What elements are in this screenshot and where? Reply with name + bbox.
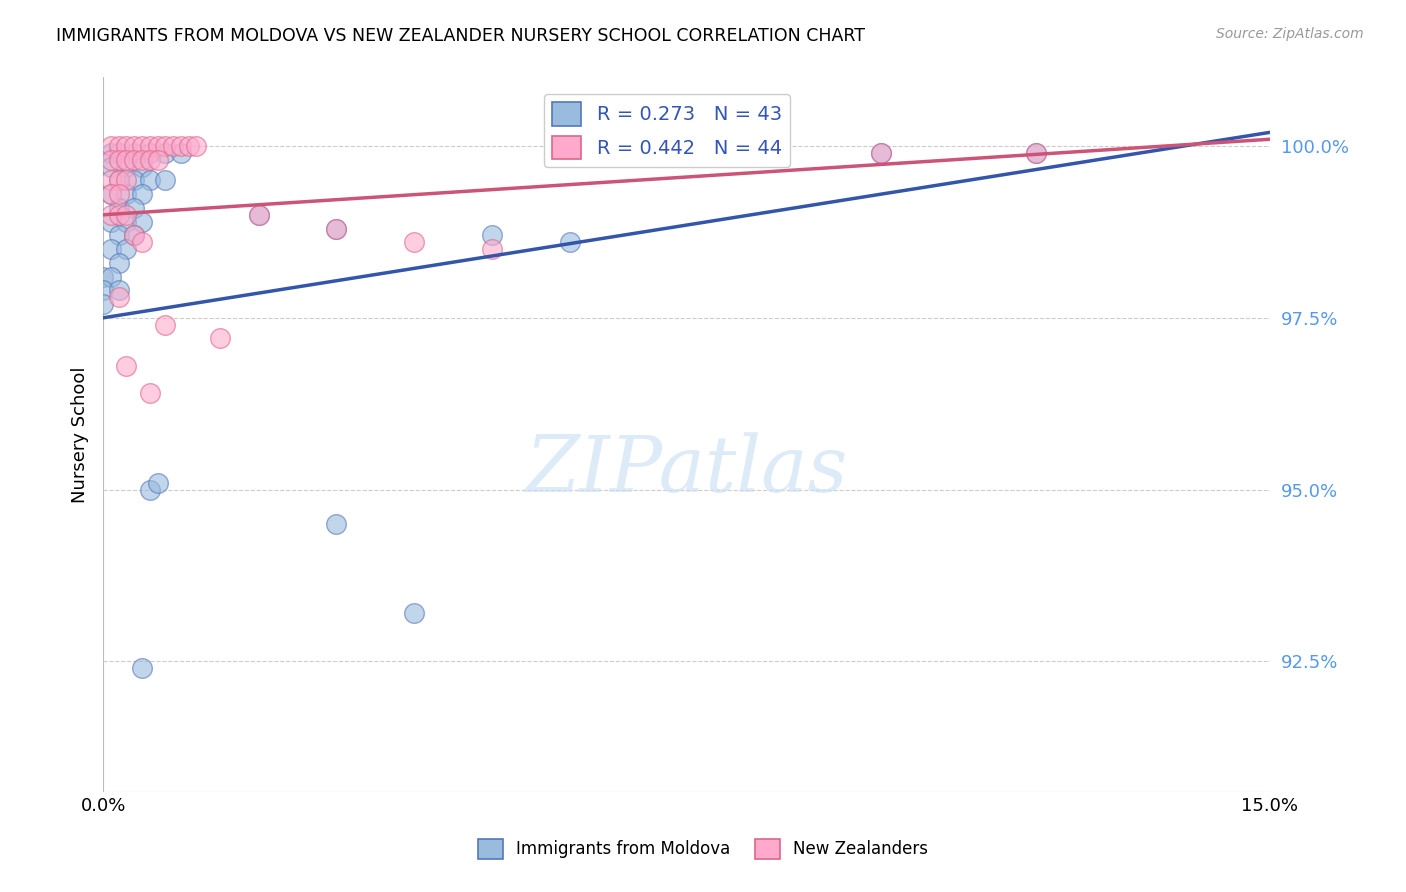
Point xyxy=(869,146,891,161)
Point xyxy=(714,146,737,161)
Point xyxy=(107,283,129,297)
Point xyxy=(100,173,122,187)
Point xyxy=(131,160,153,174)
Point xyxy=(122,153,145,167)
Point xyxy=(675,146,697,161)
Text: IMMIGRANTS FROM MOLDOVA VS NEW ZEALANDER NURSERY SCHOOL CORRELATION CHART: IMMIGRANTS FROM MOLDOVA VS NEW ZEALANDER… xyxy=(56,27,865,45)
Point xyxy=(115,153,138,167)
Point xyxy=(122,201,145,215)
Point xyxy=(869,146,891,161)
Point xyxy=(131,139,153,153)
Point xyxy=(186,139,208,153)
Point xyxy=(107,153,129,167)
Point xyxy=(107,173,129,187)
Point xyxy=(325,221,347,235)
Point xyxy=(404,606,426,620)
Point xyxy=(1025,146,1047,161)
Point xyxy=(100,187,122,202)
Point xyxy=(131,661,153,675)
Point xyxy=(115,160,138,174)
Point xyxy=(131,153,153,167)
Point xyxy=(247,208,270,222)
Point xyxy=(139,386,162,401)
Point xyxy=(558,235,581,250)
Point xyxy=(146,475,169,490)
Point xyxy=(115,242,138,256)
Point xyxy=(325,221,347,235)
Point xyxy=(170,139,193,153)
Point xyxy=(100,242,122,256)
Point xyxy=(122,139,145,153)
Point xyxy=(122,228,145,243)
Point xyxy=(170,146,193,161)
Point xyxy=(122,146,145,161)
Point xyxy=(115,208,138,222)
Point xyxy=(139,146,162,161)
Point xyxy=(139,173,162,187)
Point xyxy=(100,153,122,167)
Point xyxy=(122,228,145,243)
Point xyxy=(107,187,129,202)
Point xyxy=(325,516,347,531)
Point xyxy=(100,215,122,229)
Point xyxy=(714,146,737,161)
Text: Source: ZipAtlas.com: Source: ZipAtlas.com xyxy=(1216,27,1364,41)
Point xyxy=(637,146,659,161)
Point xyxy=(107,208,129,222)
Point xyxy=(100,187,122,202)
Point xyxy=(115,139,138,153)
Point xyxy=(139,483,162,497)
Y-axis label: Nursery School: Nursery School xyxy=(72,367,89,503)
Point xyxy=(177,139,200,153)
Point xyxy=(107,146,129,161)
Point xyxy=(481,228,503,243)
Point xyxy=(107,228,129,243)
Point xyxy=(107,290,129,304)
Point xyxy=(100,146,122,161)
Point xyxy=(115,215,138,229)
Point xyxy=(122,173,145,187)
Point xyxy=(404,235,426,250)
Point xyxy=(131,235,153,250)
Point xyxy=(107,201,129,215)
Point xyxy=(100,208,122,222)
Point xyxy=(139,153,162,167)
Point xyxy=(107,256,129,270)
Point xyxy=(100,269,122,284)
Point xyxy=(107,173,129,187)
Point xyxy=(146,139,169,153)
Point xyxy=(91,283,114,297)
Point xyxy=(155,173,177,187)
Point xyxy=(162,139,184,153)
Point xyxy=(155,139,177,153)
Point xyxy=(100,139,122,153)
Point xyxy=(131,215,153,229)
Point xyxy=(131,187,153,202)
Point xyxy=(1025,146,1047,161)
Point xyxy=(146,153,169,167)
Point xyxy=(100,160,122,174)
Point xyxy=(139,139,162,153)
Point xyxy=(155,146,177,161)
Point xyxy=(115,187,138,202)
Point xyxy=(155,318,177,332)
Point xyxy=(115,359,138,373)
Point xyxy=(208,331,231,345)
Point xyxy=(107,139,129,153)
Point xyxy=(558,146,581,161)
Point xyxy=(91,269,114,284)
Point xyxy=(91,297,114,311)
Point xyxy=(481,242,503,256)
Point xyxy=(115,173,138,187)
Point xyxy=(247,208,270,222)
Legend: R = 0.273   N = 43, R = 0.442   N = 44: R = 0.273 N = 43, R = 0.442 N = 44 xyxy=(544,95,790,167)
Legend: Immigrants from Moldova, New Zealanders: Immigrants from Moldova, New Zealanders xyxy=(471,832,935,866)
Text: ZIPatlas: ZIPatlas xyxy=(526,432,848,508)
Point xyxy=(637,146,659,161)
